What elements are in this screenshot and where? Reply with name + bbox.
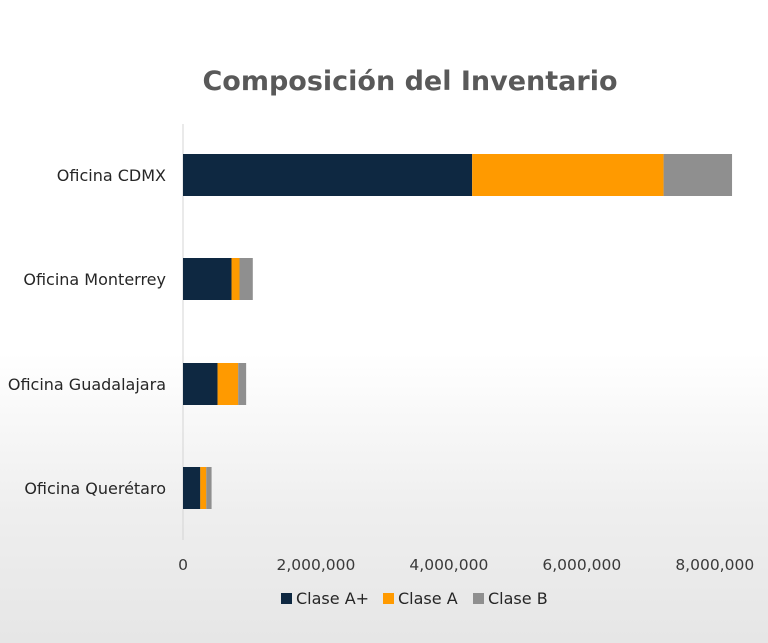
bar-oficina-queretaro-clase-a-plus [183,467,201,509]
x-axis-ticks: 0 2,000,000 4,000,000 6,000,000 8,000,000 [178,556,754,574]
bar-oficina-monterrey-clase-a-plus [183,258,232,300]
legend-swatch-clase-a-plus [281,593,292,604]
legend-swatch-clase-a [383,593,394,604]
category-label: Oficina Monterrey [23,270,166,289]
x-tick-label: 4,000,000 [409,556,488,574]
bar-oficina-guadalajara-clase-b [238,363,247,405]
bar-oficina-cdmx-clase-a [472,154,664,196]
bar-oficina-queretaro-clase-b [206,467,212,509]
category-label: Oficina CDMX [57,166,166,185]
bar-oficina-cdmx-clase-a-plus [183,154,473,196]
bar-oficina-guadalajara-clase-a [217,363,239,405]
bar-oficina-guadalajara-clase-a-plus [183,363,218,405]
legend-label-clase-a: Clase A [398,589,458,608]
x-tick-label: 8,000,000 [675,556,754,574]
x-tick-label: 0 [178,556,188,574]
x-tick-label: 2,000,000 [276,556,355,574]
category-label: Oficina Querétaro [24,479,166,498]
category-label: Oficina Guadalajara [8,375,166,394]
legend: Clase A+ Clase A Clase B [281,589,548,608]
bar-oficina-monterrey-clase-b [239,258,253,300]
legend-label-clase-a-plus: Clase A+ [296,589,369,608]
x-tick-label: 6,000,000 [542,556,621,574]
bar-oficina-monterrey-clase-a [231,258,240,300]
category-labels: Oficina CDMX Oficina Monterrey Oficina Gua… [8,166,166,498]
bar-oficina-cdmx-clase-b [663,154,733,196]
bars-layer [183,154,733,509]
chart-title: Composición del Inventario [202,66,617,97]
legend-swatch-clase-b [473,593,484,604]
legend-label-clase-b: Clase B [488,589,548,608]
bar-oficina-queretaro-clase-a [200,467,207,509]
